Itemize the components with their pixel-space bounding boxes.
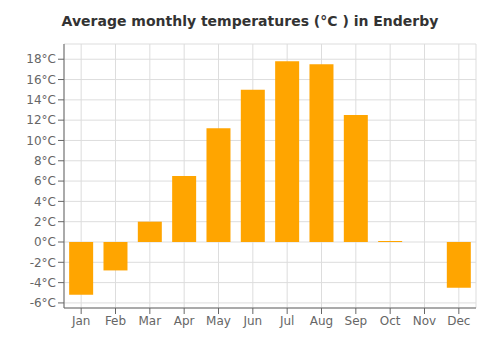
svg-text:16°C: 16°C (26, 73, 56, 87)
svg-text:Jul: Jul (279, 314, 294, 328)
svg-text:Apr: Apr (174, 314, 195, 328)
svg-text:Sep: Sep (345, 314, 368, 328)
svg-text:14°C: 14°C (26, 93, 56, 107)
svg-text:-2°C: -2°C (30, 256, 56, 270)
svg-text:8°C: 8°C (34, 154, 56, 168)
svg-text:Mar: Mar (139, 314, 162, 328)
svg-text:Oct: Oct (380, 314, 401, 328)
svg-text:Nov: Nov (413, 314, 436, 328)
svg-text:-6°C: -6°C (30, 296, 56, 310)
svg-text:May: May (206, 314, 231, 328)
svg-text:4°C: 4°C (34, 195, 56, 209)
svg-text:12°C: 12°C (26, 113, 56, 127)
svg-text:Feb: Feb (105, 314, 126, 328)
svg-text:2°C: 2°C (34, 215, 56, 229)
svg-text:6°C: 6°C (34, 174, 56, 188)
svg-text:Jun: Jun (242, 314, 262, 328)
html-text:Average monthly temperatures (: Average monthly temperatures (°C ) in En… (61, 13, 439, 29)
svg-text:Aug: Aug (310, 314, 333, 328)
svg-text:0°C: 0°C (34, 235, 56, 249)
svg-text:10°C: 10°C (26, 134, 56, 148)
svg-text:18°C: 18°C (26, 52, 56, 66)
svg-text:Dec: Dec (447, 314, 470, 328)
svg-text:-4°C: -4°C (30, 276, 56, 290)
svg-text:Jan: Jan (71, 314, 91, 328)
